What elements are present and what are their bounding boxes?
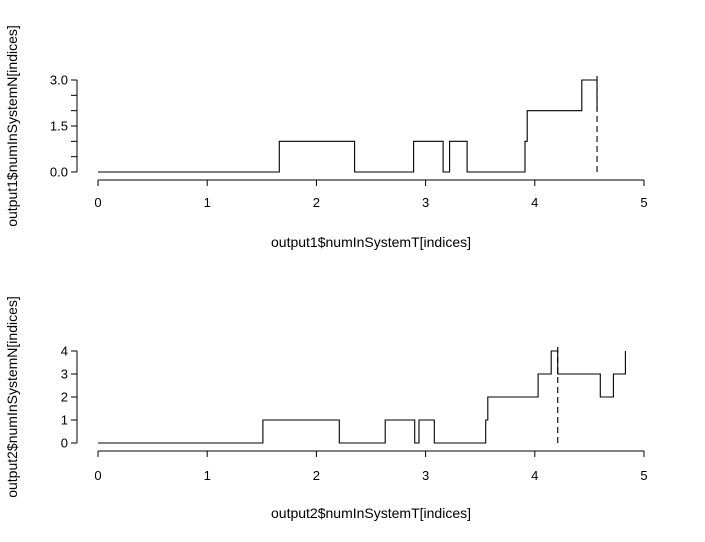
x-tick-label: 0 [94,195,101,210]
x-tick-label: 3 [422,195,429,210]
y-tick-label: 4 [61,344,68,359]
y-axis-label: output2$numInSystemN[indices] [4,296,20,498]
step-series-line [98,79,598,173]
x-tick-label: 3 [422,468,429,483]
panel-top: 0 1 2 3 4 5 0.0 1.5 3.0 output1$numInSystemT[indi… [4,25,648,250]
y-tick-label: 3 [61,367,68,382]
y-tick-label: 3.0 [50,73,68,88]
x-tick-label: 4 [531,195,538,210]
y-tick-label: 0 [61,436,68,451]
y-tick-label: 1 [61,413,68,428]
x-tick-label: 0 [94,468,101,483]
x-tick-label: 1 [204,468,211,483]
y-tick-label: 0.0 [50,165,68,180]
panel-bottom: 0 1 2 3 4 5 0 1 2 3 4 output2$numInSystemT[indices]… [4,296,648,521]
x-tick-label: 5 [640,468,647,483]
y-tick-label: 2 [61,390,68,405]
x-axis-label: output1$numInSystemT[indices] [271,234,471,250]
x-tick-label: 5 [640,195,647,210]
x-axis-label: output2$numInSystemT[indices] [271,505,471,521]
step-series-line [98,350,626,444]
x-tick-label: 4 [531,468,538,483]
y-axis-label: output1$numInSystemN[indices] [4,25,20,227]
x-tick-label: 2 [313,468,320,483]
y-tick-label: 1.5 [50,119,68,134]
x-tick-label: 2 [313,195,320,210]
x-tick-label: 1 [204,195,211,210]
